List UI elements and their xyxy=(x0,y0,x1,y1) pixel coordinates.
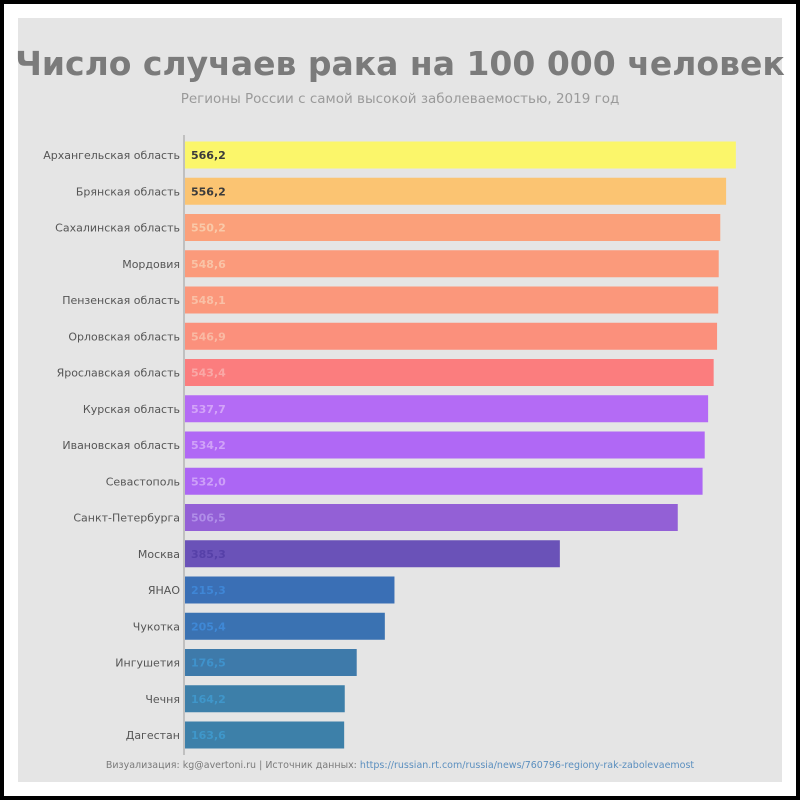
bar xyxy=(185,540,560,568)
value-label: 176,5 xyxy=(191,657,226,670)
bar xyxy=(185,431,705,459)
bar xyxy=(185,504,678,531)
value-label: 385,3 xyxy=(191,548,226,561)
bar xyxy=(185,214,721,241)
value-label: 506,5 xyxy=(191,512,226,525)
value-label: 215,3 xyxy=(191,584,226,597)
chart-title: Число случаев рака на 100 000 человек xyxy=(15,44,785,83)
category-label: Мордовия xyxy=(122,258,180,271)
category-label: Ингушетия xyxy=(115,657,180,670)
category-label: Сахалинская область xyxy=(55,222,180,235)
footer-text: Визуализация: kg@avertoni.ru | Источник … xyxy=(105,760,360,771)
value-label: 566,2 xyxy=(191,149,226,162)
bar xyxy=(185,359,714,386)
category-label: Орловская область xyxy=(68,330,180,343)
bar xyxy=(185,612,385,640)
bar xyxy=(185,322,718,350)
category-label: Чечня xyxy=(145,693,180,706)
chart-subtitle: Регионы России с самой высокой заболевае… xyxy=(180,91,620,107)
value-label: 532,0 xyxy=(191,475,226,488)
bar xyxy=(185,177,727,205)
category-label: Севастополь xyxy=(106,475,180,488)
category-label: Брянская область xyxy=(76,185,180,198)
bar xyxy=(185,286,719,314)
bar xyxy=(185,467,703,495)
value-label: 546,9 xyxy=(191,330,226,343)
source-link[interactable]: https://russian.rt.com/russia/news/76079… xyxy=(359,760,695,771)
value-label: 548,6 xyxy=(191,258,226,271)
value-label: 556,2 xyxy=(191,185,226,198)
category-label: Дагестан xyxy=(126,729,180,742)
category-label: Ярославская область xyxy=(57,367,180,380)
footer-credit: Визуализация: kg@avertoni.ru | Источник … xyxy=(0,760,800,771)
category-label: Архангельская область xyxy=(43,149,180,162)
bar xyxy=(185,649,357,676)
category-label: Курская область xyxy=(83,403,180,416)
category-label: Ивановская область xyxy=(62,439,180,452)
value-label: 548,1 xyxy=(191,294,226,307)
bar xyxy=(185,395,709,423)
value-label: 164,2 xyxy=(191,693,226,706)
bar xyxy=(185,250,719,278)
category-label: ЯНАО xyxy=(148,584,180,597)
category-label: Чукотка xyxy=(133,620,180,633)
value-label: 543,4 xyxy=(191,367,226,380)
value-label: 550,2 xyxy=(191,222,226,235)
value-label: 163,6 xyxy=(191,729,226,742)
bar xyxy=(185,141,736,169)
category-label: Пензенская область xyxy=(62,294,180,307)
bar xyxy=(185,576,395,604)
bar xyxy=(185,685,345,713)
value-label: 205,4 xyxy=(191,620,226,633)
value-label: 537,7 xyxy=(191,403,226,416)
value-label: 534,2 xyxy=(191,439,226,452)
category-label: Москва xyxy=(138,548,180,561)
bar xyxy=(185,721,345,749)
category-label: Санкт-Петербурга xyxy=(73,512,180,525)
